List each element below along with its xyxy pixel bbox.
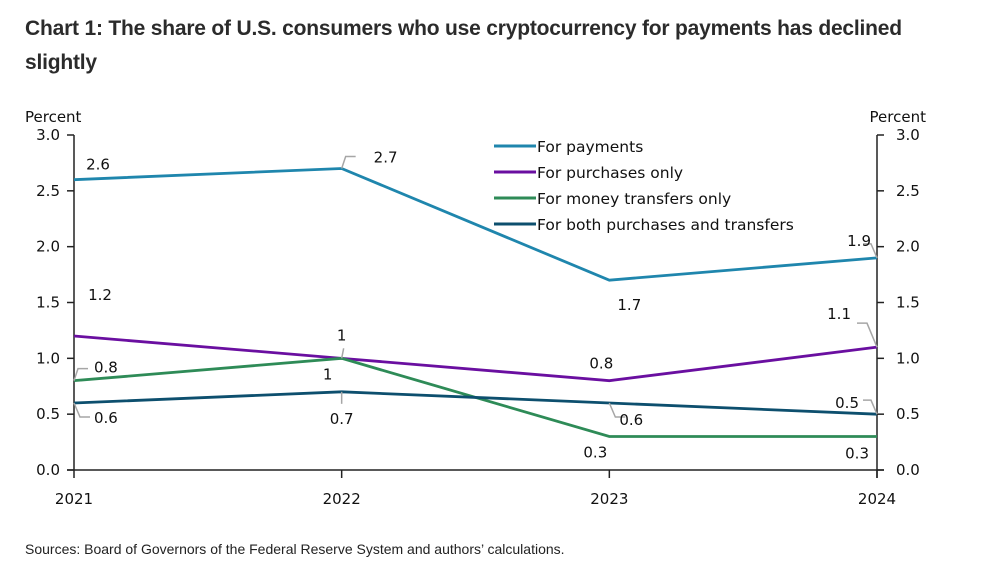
data-label: 0.6 — [94, 409, 118, 427]
legend-label: For money transfers only — [537, 190, 731, 208]
y-tick-label-left: 2.0 — [36, 238, 60, 256]
source-note: Sources: Board of Governors of the Feder… — [25, 541, 565, 557]
data-label: 0.5 — [835, 394, 859, 412]
data-labels: 2.6 2.7 1.7 1.9 1.2 1 0.8 1.1 0.8 1 0.3 0.3 0.6 0.7 0.… — [86, 149, 871, 463]
legend-label: For both purchases and transfers — [537, 216, 794, 234]
series-line — [73, 167, 878, 282]
data-label: 1.2 — [88, 286, 112, 304]
data-label: 0.3 — [845, 445, 869, 463]
y-tick-label-right: 3.0 — [896, 126, 920, 144]
leader-line — [863, 243, 878, 259]
y-tick-label-left: 0.0 — [36, 461, 60, 479]
y-tick-label-right: 1.5 — [896, 294, 920, 312]
data-label: 1.9 — [847, 232, 871, 250]
leader-line — [608, 402, 626, 418]
data-label: 1 — [323, 365, 333, 383]
y-tick-label-right: 2.0 — [896, 238, 920, 256]
data-label: 0.3 — [583, 444, 607, 462]
y-tick-label-right: 0.0 — [896, 461, 920, 479]
series-line — [73, 334, 878, 383]
series-line — [73, 390, 878, 416]
leader-line — [340, 155, 356, 169]
y-tick-label-left: 3.0 — [36, 126, 60, 144]
data-label: 0.7 — [330, 410, 354, 428]
data-label: 0.6 — [619, 411, 643, 429]
y-tick-label-left: 1.5 — [36, 294, 60, 312]
series-lines — [73, 167, 878, 438]
y-tick-label-left: 1.0 — [36, 349, 60, 367]
x-tick-label: 2021 — [55, 490, 93, 508]
legend-label: For payments — [537, 138, 643, 156]
x-tick-label: 2024 — [858, 490, 896, 508]
chart-title: Chart 1: The share of U.S. consumers who… — [25, 17, 902, 74]
leader-line — [340, 348, 345, 359]
y-axis-title-left: Percent — [25, 108, 82, 126]
data-label: 1.7 — [617, 296, 641, 314]
y-tick-label-left: 0.5 — [36, 405, 60, 423]
leader-line — [73, 402, 90, 418]
data-label: 2.7 — [374, 149, 398, 167]
y-tick-label-left: 2.5 — [36, 182, 60, 200]
data-label: 0.8 — [94, 359, 118, 377]
x-tick-label: 2023 — [590, 490, 628, 508]
data-label: 2.6 — [86, 156, 110, 174]
data-label: 0.8 — [589, 355, 613, 373]
label-leader-lines — [73, 155, 878, 418]
axes: 0.0 0.0 0.5 0.5 1.0 1.0 1.5 1.5 2.0 2.0 2.5 2.5 3.0 3… — [25, 108, 926, 508]
leader-line — [73, 367, 88, 381]
x-tick-label: 2022 — [323, 490, 361, 508]
line-chart: 0.0 0.0 0.5 0.5 1.0 1.0 1.5 1.5 2.0 2.0 2.5 2.5 3.0 3… — [25, 108, 926, 508]
y-axis-title-right: Percent — [870, 108, 927, 126]
y-tick-label-right: 0.5 — [896, 405, 920, 423]
legend: For payments For purchases only For money … — [494, 138, 794, 234]
leader-line — [863, 399, 878, 415]
leader-line — [857, 322, 878, 348]
data-label: 1.1 — [827, 305, 851, 323]
data-label: 1 — [337, 326, 347, 344]
y-tick-label-right: 1.0 — [896, 349, 920, 367]
y-tick-label-right: 2.5 — [896, 182, 920, 200]
legend-label: For purchases only — [537, 164, 683, 182]
